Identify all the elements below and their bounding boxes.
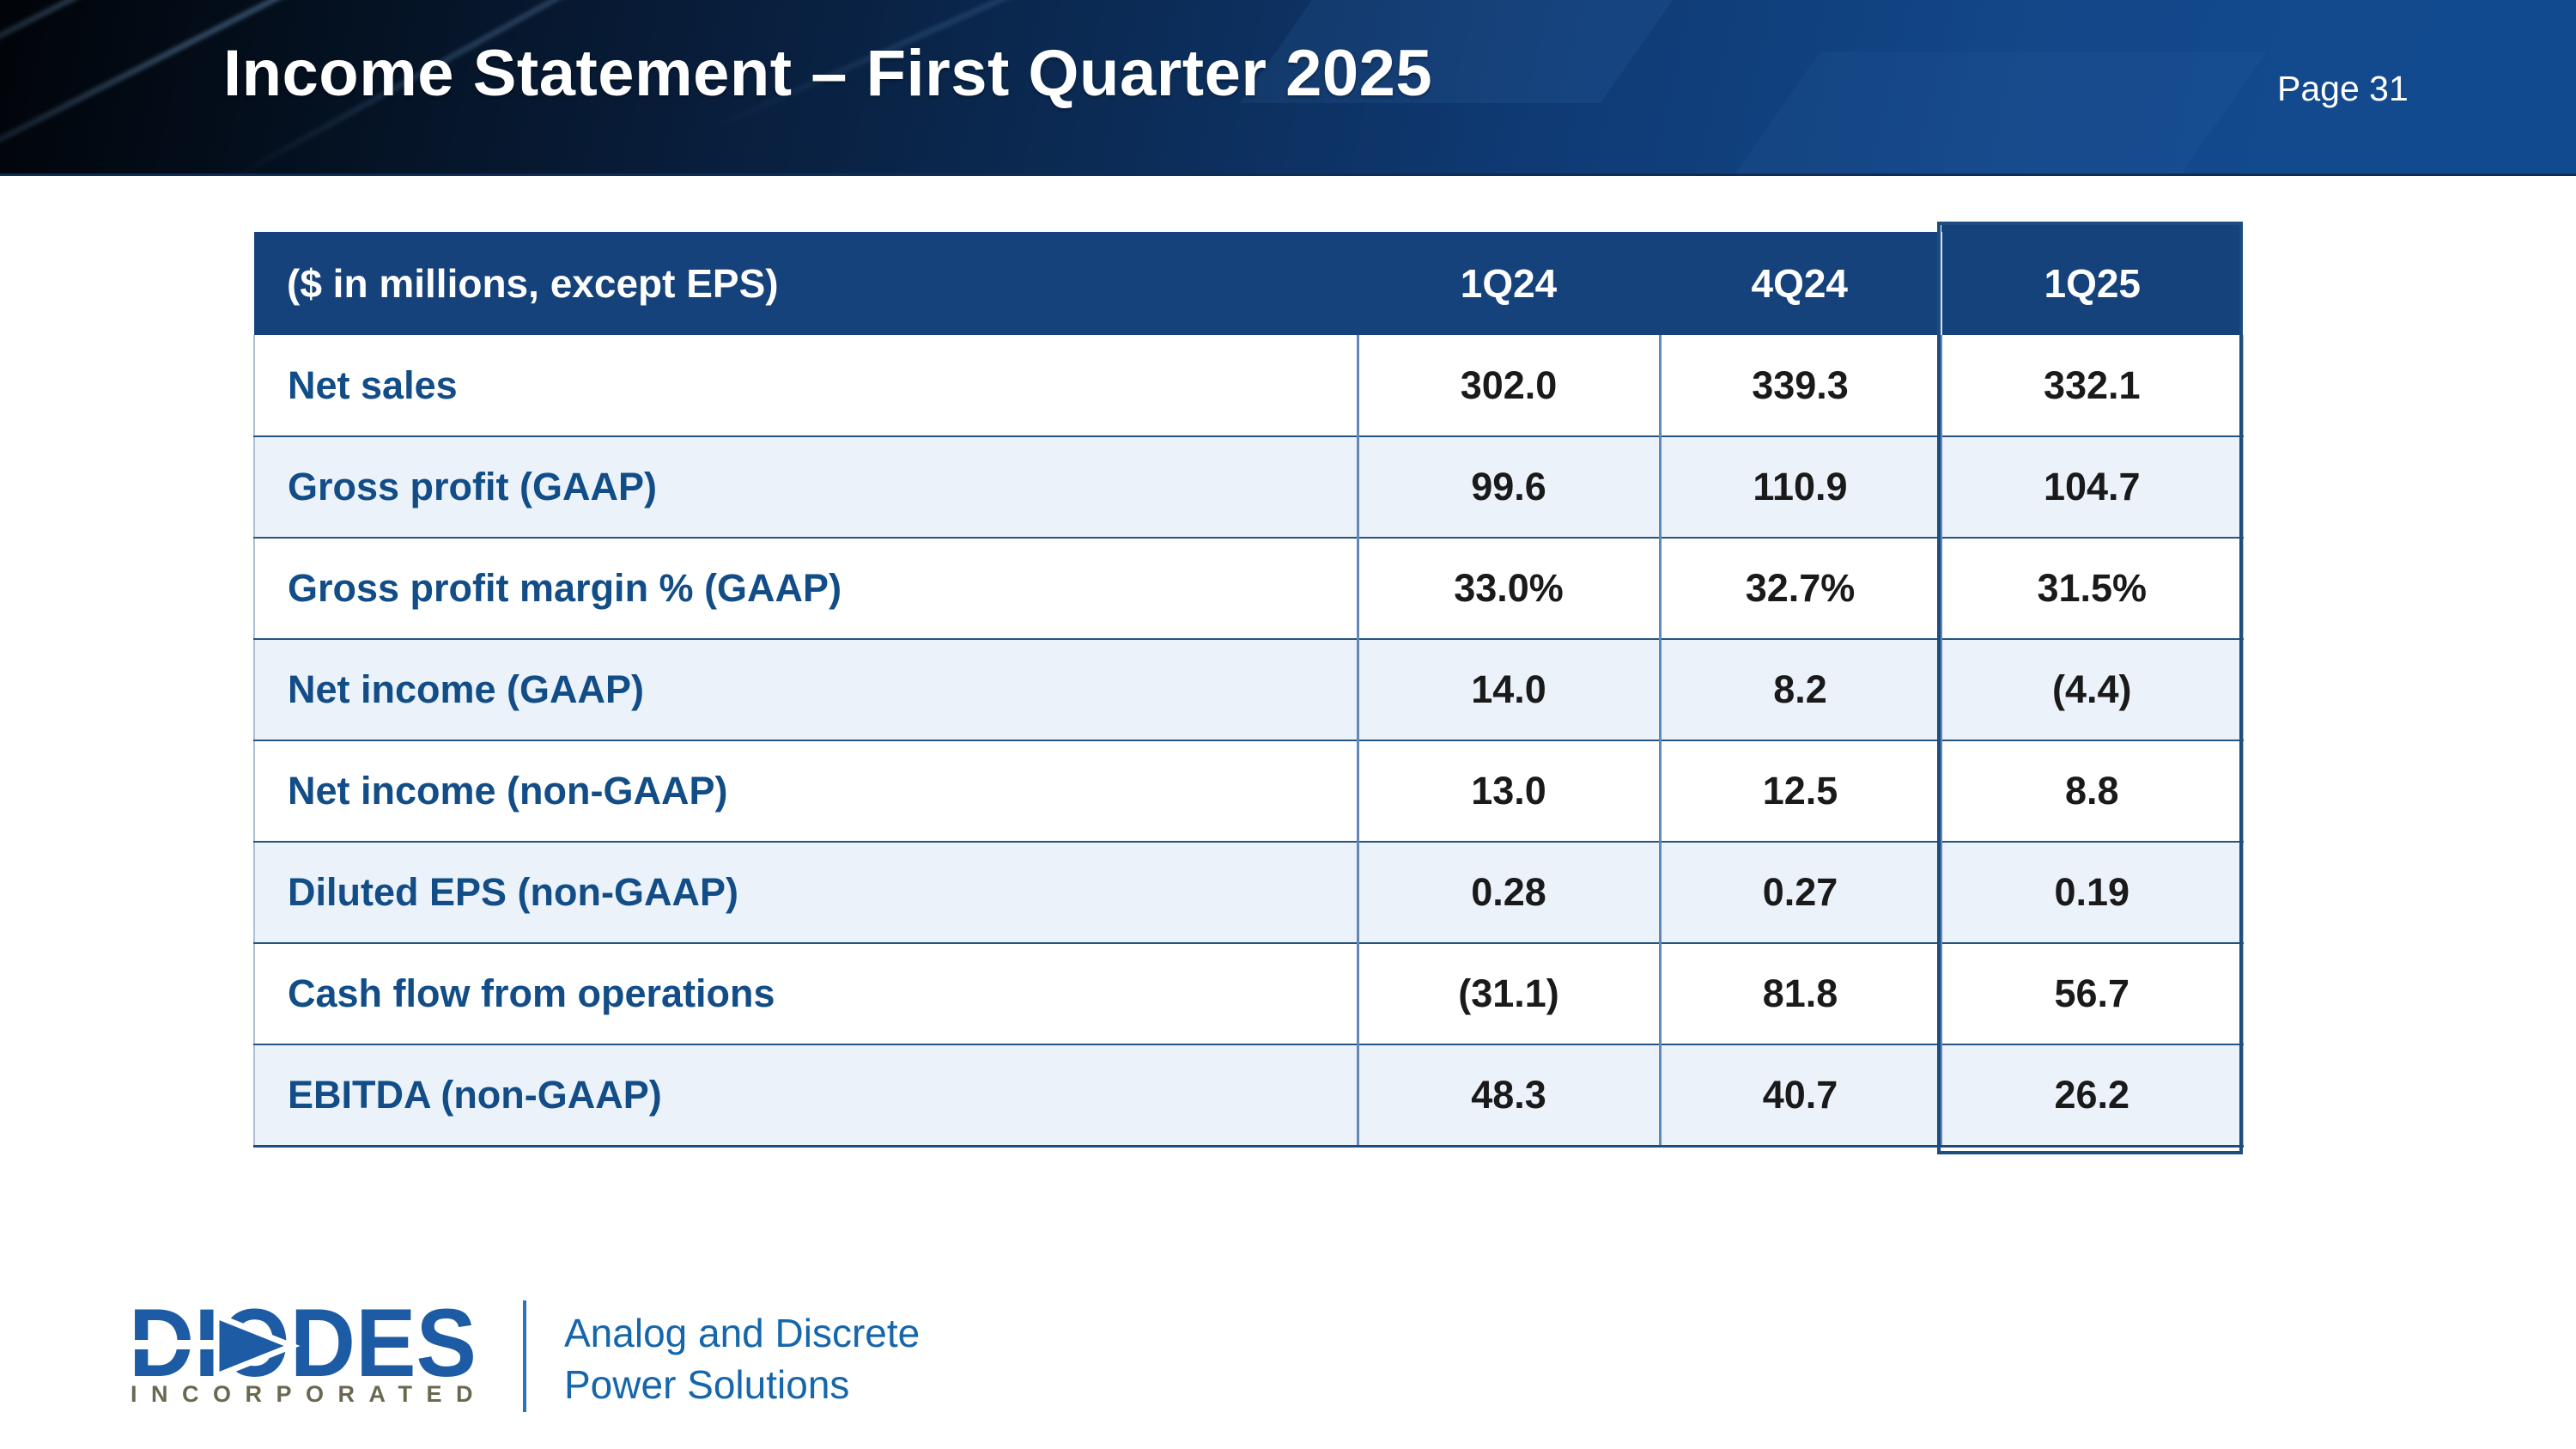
diodes-logo: DIODES — [129, 1297, 477, 1393]
row-label: Net income (GAAP) — [253, 639, 1358, 741]
banner-facet — [1699, 52, 2268, 174]
cell-value-1q25: 0.19 — [1939, 842, 2244, 944]
table-row-net-sales: Net sales 302.0 339.3 332.1 — [253, 335, 2244, 437]
page-number: Page 31 — [2277, 69, 2409, 108]
cell-value-1q24: 99.6 — [1356, 436, 1660, 539]
table-head: ($ in millions, except EPS) 1Q24 4Q24 1Q… — [254, 232, 2243, 335]
diode-arrow-icon — [213, 1311, 301, 1381]
logo-divider-line — [523, 1300, 526, 1412]
cell-value-1q24: 13.0 — [1356, 740, 1660, 843]
income-statement-table: ($ in millions, except EPS) 1Q24 4Q24 1Q… — [253, 232, 2244, 1148]
table-row-gross-profit: Gross profit (GAAP) 99.6 110.9 104.7 — [253, 436, 2244, 539]
cell-value-1q25: 332.1 — [1939, 335, 2244, 437]
cell-value-4q24: 32.7% — [1658, 538, 1941, 640]
cell-value-1q25: 8.8 — [1939, 740, 2244, 843]
cell-value-4q24: 110.9 — [1658, 436, 1941, 539]
row-label: EBITDA (non-GAAP) — [253, 1044, 1358, 1148]
row-label: Net income (non-GAAP) — [253, 740, 1358, 843]
cell-value-1q25: 104.7 — [1939, 436, 2244, 539]
table-header-1q24: 1Q24 — [1358, 232, 1660, 335]
cell-value-1q24: 302.0 — [1356, 335, 1660, 437]
cell-value-4q24: 8.2 — [1658, 639, 1941, 741]
table-row-cash-flow: Cash flow from operations (31.1) 81.8 56… — [253, 943, 2244, 1045]
cell-value-1q24: 14.0 — [1356, 639, 1660, 741]
table-row-gross-profit-margin: Gross profit margin % (GAAP) 33.0% 32.7%… — [253, 538, 2244, 640]
cell-value-1q24: 0.28 — [1356, 842, 1660, 944]
cell-value-1q24: 33.0% — [1356, 538, 1660, 640]
cell-value-1q24: 48.3 — [1356, 1044, 1660, 1148]
cell-value-1q25: 56.7 — [1939, 943, 2244, 1045]
table-body: Net sales 302.0 339.3 332.1 Gross profit… — [253, 335, 2244, 1148]
page-title: Income Statement – First Quarter 2025 — [223, 37, 1433, 110]
diode-wire-shape — [129, 1340, 223, 1349]
table-row-diluted-eps: Diluted EPS (non-GAAP) 0.28 0.27 0.19 — [253, 842, 2244, 944]
cell-value-1q25: (4.4) — [1939, 639, 2244, 741]
table-header-4q24: 4Q24 — [1660, 232, 1941, 335]
table-header-row: ($ in millions, except EPS) 1Q24 4Q24 1Q… — [254, 232, 2243, 335]
table-row-ebitda: EBITDA (non-GAAP) 48.3 40.7 26.2 — [253, 1044, 2244, 1148]
table-row-net-income-non-gaap: Net income (non-GAAP) 13.0 12.5 8.8 — [253, 740, 2244, 843]
cell-value-4q24: 12.5 — [1658, 740, 1941, 843]
cell-value-1q25: 26.2 — [1939, 1044, 2244, 1148]
tagline-line-2: Power Solutions — [564, 1362, 850, 1407]
row-label: Gross profit margin % (GAAP) — [253, 538, 1358, 640]
row-label: Net sales — [253, 335, 1358, 437]
cell-value-4q24: 339.3 — [1658, 335, 1941, 437]
table-header-units: ($ in millions, except EPS) — [254, 232, 1358, 335]
header-banner: Income Statement – First Quarter 2025 Pa… — [0, 0, 2576, 176]
logo-incorporated-text: INCORPORATED — [131, 1381, 488, 1407]
row-label: Cash flow from operations — [253, 943, 1358, 1045]
company-tagline: Analog and Discrete Power Solutions — [564, 1307, 920, 1410]
cell-value-4q24: 40.7 — [1658, 1044, 1941, 1148]
table-header-1q25: 1Q25 — [1939, 232, 2243, 335]
cell-value-4q24: 0.27 — [1658, 842, 1941, 944]
row-label: Diluted EPS (non-GAAP) — [253, 842, 1358, 944]
cell-value-1q25: 31.5% — [1939, 538, 2244, 640]
cell-value-4q24: 81.8 — [1658, 943, 1941, 1045]
cell-value-1q24: (31.1) — [1356, 943, 1660, 1045]
row-label: Gross profit (GAAP) — [253, 436, 1358, 539]
tagline-line-1: Analog and Discrete — [564, 1311, 920, 1355]
table-row-net-income-gaap: Net income (GAAP) 14.0 8.2 (4.4) — [253, 639, 2244, 741]
